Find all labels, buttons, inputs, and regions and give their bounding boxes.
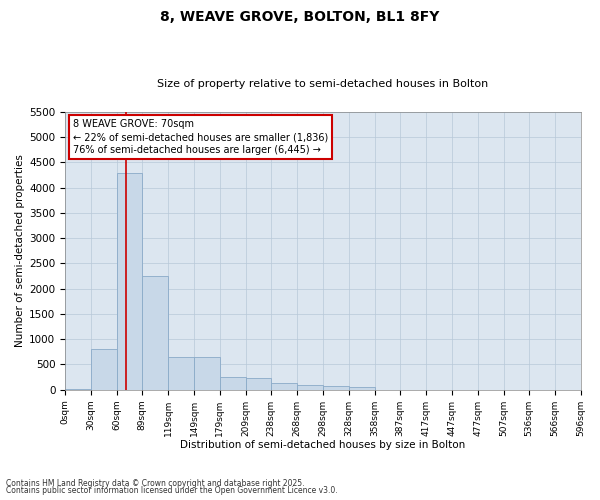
Bar xyxy=(65,389,91,390)
Text: Contains public sector information licensed under the Open Government Licence v3: Contains public sector information licen… xyxy=(6,486,338,495)
Text: Contains HM Land Registry data © Crown copyright and database right 2025.: Contains HM Land Registry data © Crown c… xyxy=(6,478,305,488)
Bar xyxy=(297,384,323,390)
Bar xyxy=(246,378,271,390)
Bar xyxy=(323,386,349,390)
Bar xyxy=(220,377,246,390)
Bar xyxy=(349,387,375,390)
Bar xyxy=(271,383,297,390)
Title: Size of property relative to semi-detached houses in Bolton: Size of property relative to semi-detach… xyxy=(157,79,488,89)
Bar xyxy=(142,276,168,390)
Bar xyxy=(91,350,117,390)
Bar xyxy=(168,357,194,390)
Bar xyxy=(194,357,220,390)
Y-axis label: Number of semi-detached properties: Number of semi-detached properties xyxy=(15,154,25,348)
X-axis label: Distribution of semi-detached houses by size in Bolton: Distribution of semi-detached houses by … xyxy=(180,440,466,450)
Bar xyxy=(117,172,142,390)
Text: 8 WEAVE GROVE: 70sqm
← 22% of semi-detached houses are smaller (1,836)
76% of se: 8 WEAVE GROVE: 70sqm ← 22% of semi-detac… xyxy=(73,119,328,156)
Text: 8, WEAVE GROVE, BOLTON, BL1 8FY: 8, WEAVE GROVE, BOLTON, BL1 8FY xyxy=(160,10,440,24)
